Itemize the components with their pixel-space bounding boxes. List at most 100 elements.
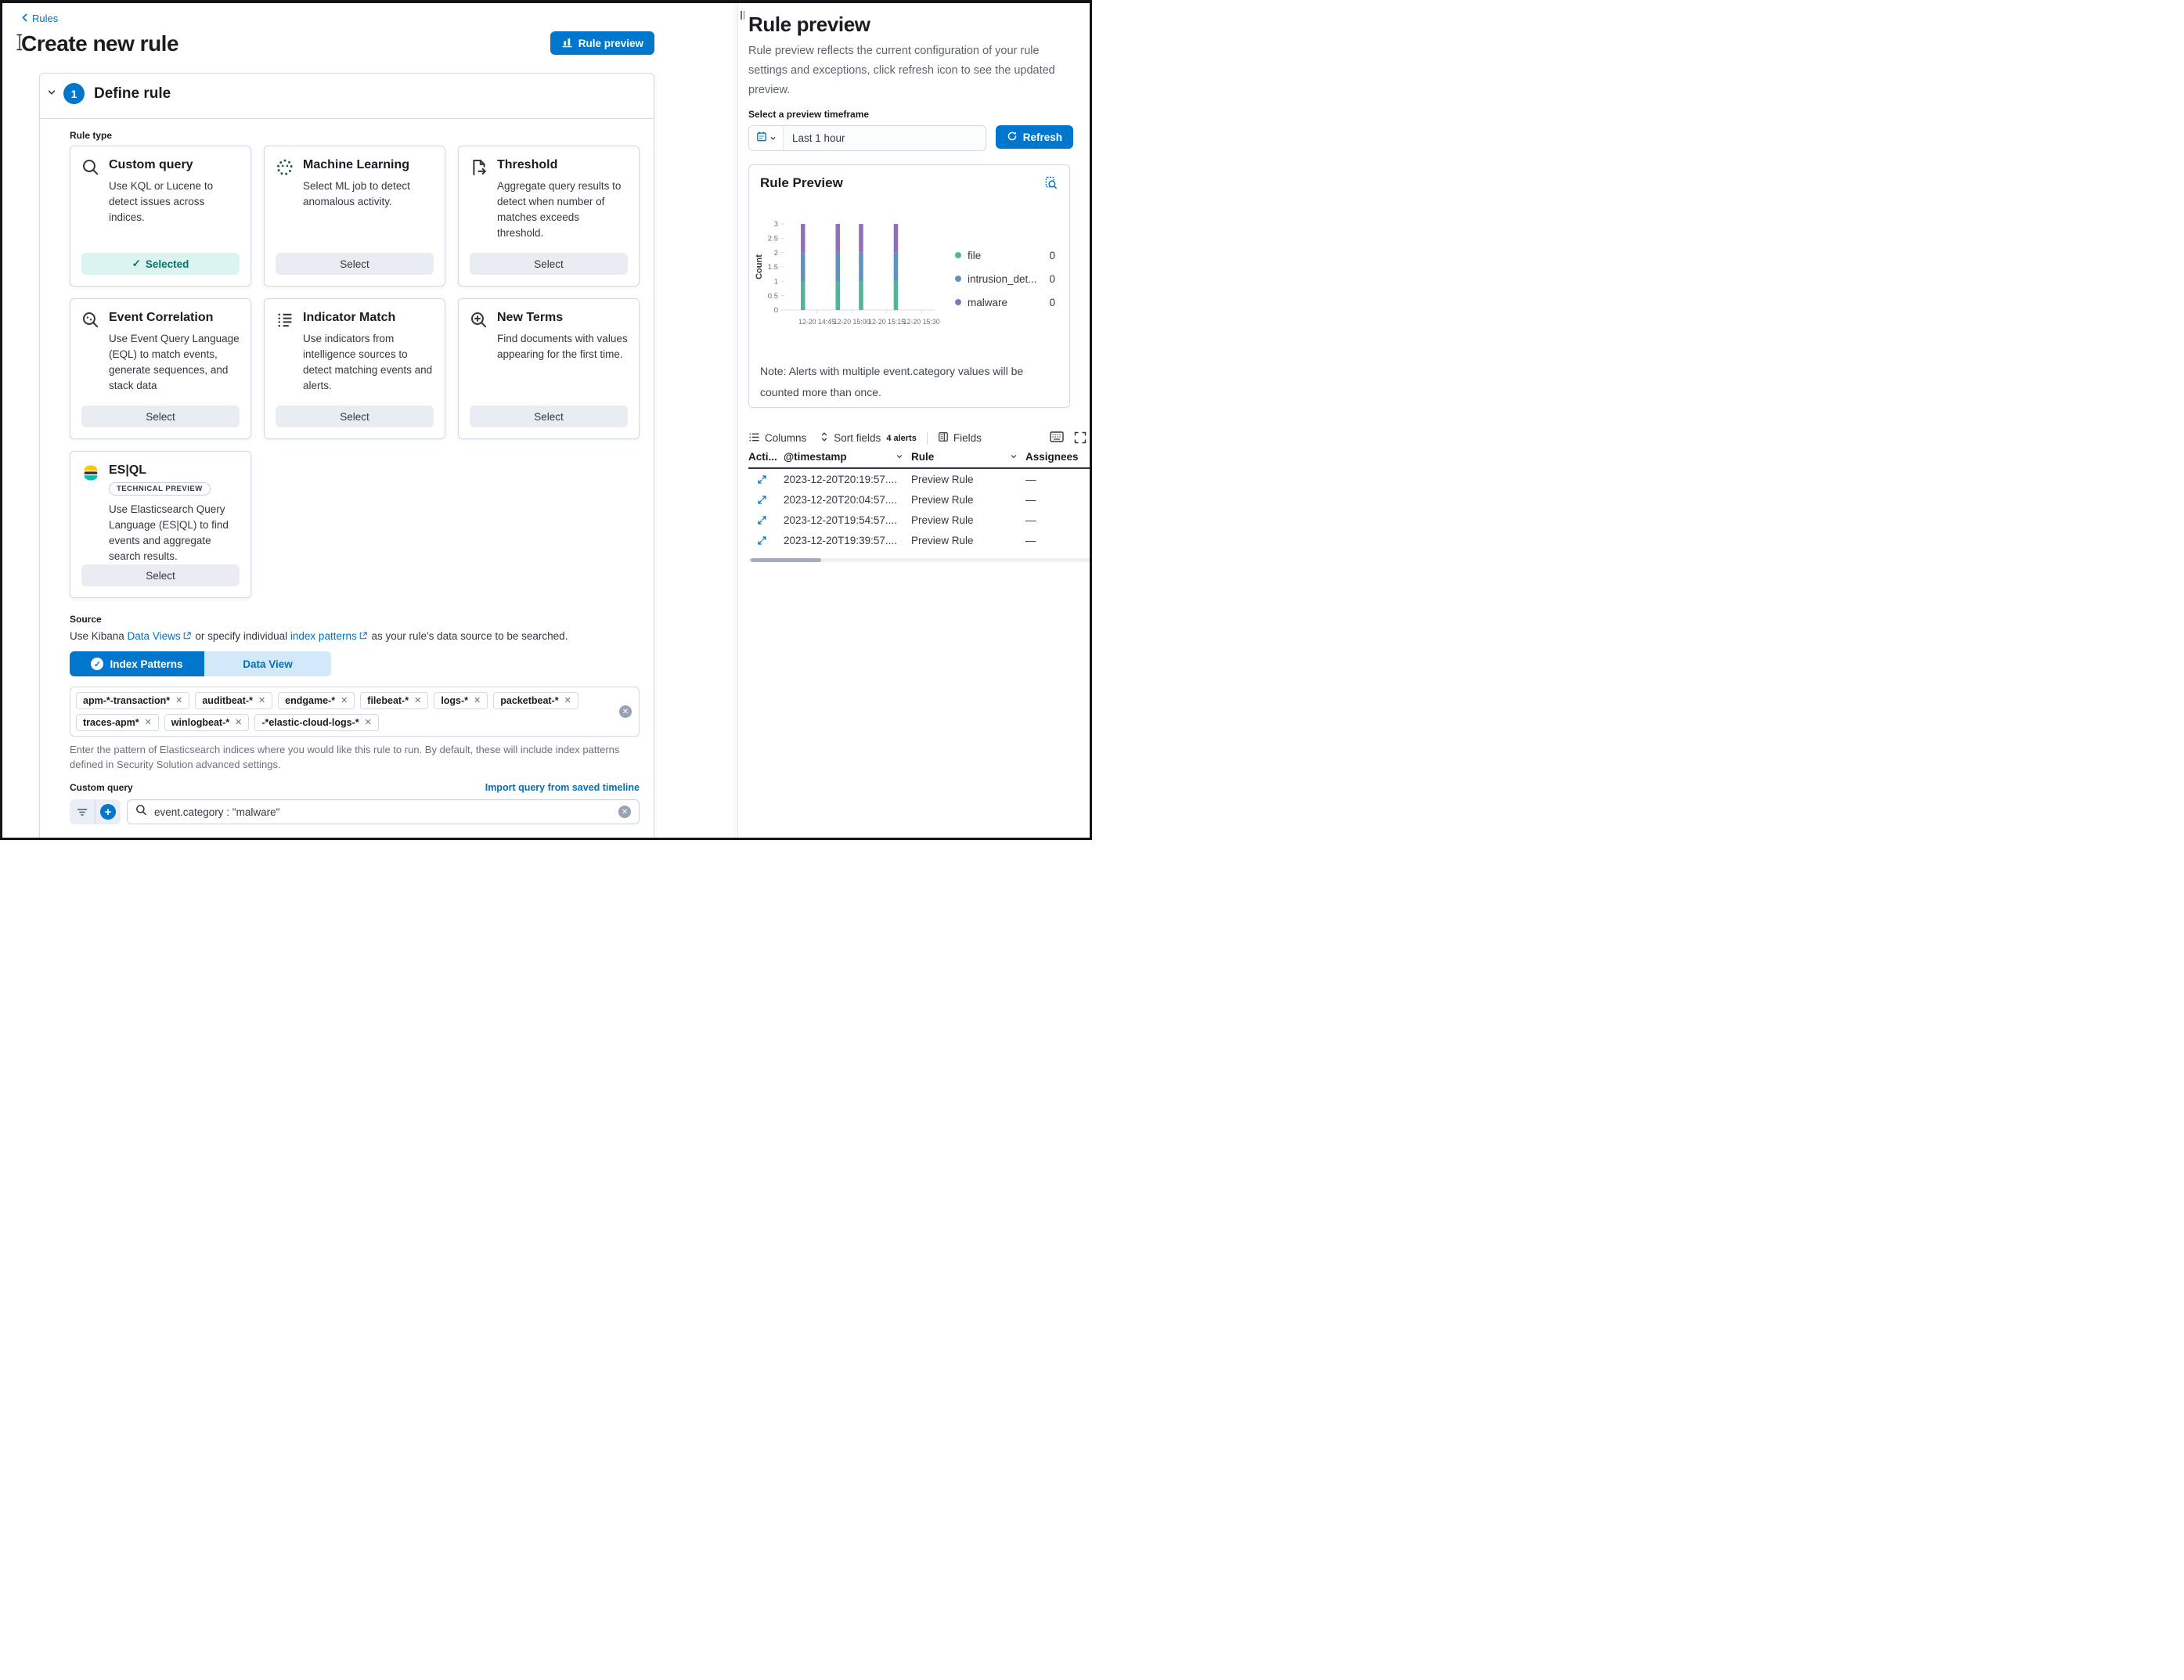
alert-assignees: — (1025, 493, 1036, 506)
custom-query-label: Custom query (70, 782, 133, 793)
svg-text:2: 2 (774, 249, 778, 258)
card-title: New Terms (497, 311, 564, 324)
index-pattern-pill: winlogbeat-* ✕ (164, 714, 250, 731)
select-button-new-terms[interactable]: Select (470, 406, 628, 427)
timeframe-value[interactable]: Last 1 hour (792, 132, 845, 144)
header-rule[interactable]: Rule (911, 451, 1025, 463)
index-pattern-pill: apm-*-transaction* ✕ (76, 692, 190, 709)
legend-item-intrusion-det-[interactable]: intrusion_det... 0 (955, 270, 1055, 287)
remove-pattern-icon[interactable]: ✕ (474, 696, 481, 705)
query-bar-actions: + (70, 799, 121, 824)
selected-button-custom-query[interactable]: ✓ Selected (81, 253, 240, 275)
rule-preview-button[interactable]: Rule preview (550, 31, 654, 55)
svg-text:1.5: 1.5 (768, 263, 778, 272)
card-title: Indicator Match (303, 311, 396, 324)
card-description: Aggregate query results to detect when n… (497, 180, 622, 239)
filter-icon[interactable] (70, 799, 95, 824)
query-bar: + event.category : "malware" ✕ (70, 799, 640, 824)
remove-pattern-icon[interactable]: ✕ (258, 696, 266, 705)
fullscreen-icon[interactable] (1074, 431, 1087, 446)
expand-alert-icon[interactable] (748, 495, 784, 505)
remove-pattern-icon[interactable]: ✕ (341, 696, 348, 705)
create-rule-page: Rules Create new rule Rule preview 1 Def… (2, 3, 737, 838)
select-button-event-correlation[interactable]: Select (81, 406, 240, 427)
index-pattern-pill: traces-apm* ✕ (76, 714, 159, 731)
columns-icon (748, 432, 760, 445)
source-description: Use Kibana Data Views or specify individ… (70, 630, 568, 642)
select-button-threshold[interactable]: Select (470, 253, 628, 275)
legend-item-file[interactable]: file 0 (955, 247, 1055, 264)
divider (40, 118, 654, 119)
source-label: Source (70, 614, 102, 625)
fields-button[interactable]: Fields (938, 431, 982, 445)
sort-fields-button[interactable]: Sort fields (820, 431, 881, 445)
indicator-match-icon (276, 309, 294, 394)
refresh-button-label: Refresh (1022, 131, 1062, 143)
remove-pattern-icon[interactable]: ✕ (364, 718, 372, 727)
new-terms-icon (470, 309, 488, 362)
quick-select-button[interactable] (749, 126, 784, 150)
svg-text:1: 1 (774, 278, 778, 287)
card-title: Event Correlation (109, 311, 214, 324)
data-views-link[interactable]: Data Views (127, 630, 181, 642)
external-link-icon (183, 630, 191, 642)
flyout-title: Rule preview (748, 13, 870, 36)
columns-button[interactable]: Columns (748, 432, 806, 445)
divider (926, 431, 928, 445)
svg-text:2.5: 2.5 (768, 235, 778, 243)
svg-text:12-20 15:15: 12-20 15:15 (868, 318, 905, 326)
remove-pattern-icon[interactable]: ✕ (235, 718, 243, 727)
expand-alert-icon[interactable] (748, 515, 784, 525)
breadcrumb-rules[interactable]: Rules (21, 13, 58, 24)
keyboard-shortcuts-icon[interactable] (1050, 431, 1064, 446)
fields-icon (938, 431, 949, 445)
expand-alert-icon[interactable] (748, 474, 784, 485)
header-assignees[interactable]: Assignees (1025, 451, 1079, 463)
remove-pattern-icon[interactable]: ✕ (175, 696, 183, 705)
select-button-machine-learning[interactable]: Select (276, 253, 434, 275)
define-rule-accordion-toggle[interactable]: 1 Define rule (40, 74, 654, 112)
index-patterns-link[interactable]: index patterns (290, 630, 357, 642)
chart-title: Rule Preview (760, 175, 843, 190)
expand-alert-icon[interactable] (748, 535, 784, 546)
query-input[interactable]: event.category : "malware" ✕ (127, 799, 640, 824)
chevron-down-icon (47, 87, 56, 101)
remove-pattern-icon[interactable]: ✕ (144, 718, 152, 727)
remove-pattern-icon[interactable]: ✕ (414, 696, 422, 705)
index-pattern-pill: endgame-* ✕ (278, 692, 355, 709)
chevron-down-icon (1010, 451, 1018, 463)
select-button-indicator-match[interactable]: Select (276, 406, 434, 427)
query-text: event.category : "malware" (154, 806, 280, 818)
define-rule-panel: 1 Define rule Rule type Custom query Use… (39, 73, 654, 838)
resize-handle[interactable] (741, 11, 744, 20)
inspect-icon[interactable] (1043, 175, 1058, 194)
clear-query-icon[interactable]: ✕ (618, 806, 631, 818)
legend-item-malware[interactable]: malware 0 (955, 294, 1055, 311)
select-button-es-ql[interactable]: Select (81, 564, 240, 586)
refresh-button[interactable]: Refresh (995, 125, 1073, 149)
index-pattern-pill: logs-* ✕ (434, 692, 488, 709)
svg-text:12-20 14:45: 12-20 14:45 (798, 318, 835, 326)
rule-preview-card: Rule Preview 0 0.5 1 1.5 2 2.5 3 12-20 14:45 12-… (748, 164, 1070, 408)
clear-all-icon[interactable]: ✕ (619, 705, 632, 718)
search-icon (135, 804, 147, 820)
rule-preview-button-label: Rule preview (578, 37, 643, 49)
import-query-link[interactable]: Import query from saved timeline (485, 782, 640, 793)
add-filter-button[interactable]: + (96, 799, 121, 824)
card-description: Use Event Query Language (EQL) to match … (109, 333, 240, 391)
tab-data-view[interactable]: Data View (204, 651, 331, 676)
alert-rule: Preview Rule (911, 534, 974, 546)
alert-rule: Preview Rule (911, 493, 974, 506)
chevron-down-icon (769, 132, 777, 146)
alert-timestamp: 2023-12-20T19:39:57.... (784, 534, 897, 546)
event-correlation-icon (81, 309, 100, 394)
index-patterns-input[interactable]: apm-*-transaction* ✕ auditbeat-* ✕ endgame-*… (70, 687, 640, 737)
scrollbar-thumb[interactable] (751, 558, 821, 562)
table-header-row: Acti... @timestamp Rule Assignees (748, 451, 1090, 469)
header-timestamp[interactable]: @timestamp (784, 451, 911, 463)
tab-index-patterns[interactable]: ✓ Index Patterns (70, 651, 204, 676)
card-description: Find documents with values appearing for… (497, 333, 628, 360)
sort-icon (820, 431, 829, 445)
alert-row: 2023-12-20T20:04:57.... Preview Rule — (748, 489, 1090, 510)
remove-pattern-icon[interactable]: ✕ (564, 696, 571, 705)
